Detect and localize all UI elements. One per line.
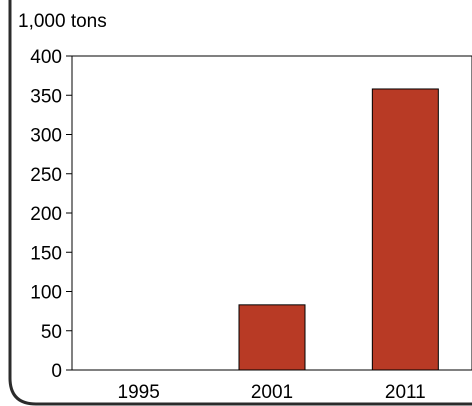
y-tick-label: 300 — [30, 126, 62, 147]
y-tick-label: 150 — [30, 243, 62, 264]
y-unit-label: 1,000 tons — [18, 11, 107, 32]
y-axis: 0 50 100 150 200 250 300 350 400 — [30, 47, 72, 382]
x-tick-label: 2011 — [385, 382, 426, 403]
chart-frame — [8, 0, 472, 406]
y-tick-label: 200 — [30, 204, 62, 225]
bar-2011 — [371, 88, 439, 371]
y-tick-label: 100 — [30, 283, 62, 304]
y-tick-label: 400 — [30, 47, 62, 68]
x-tick-label: 1995 — [118, 382, 160, 403]
bars — [238, 88, 439, 371]
x-axis: 1995 2001 2011 — [118, 382, 426, 403]
y-tick-label: 250 — [30, 165, 62, 186]
y-tick-label: 0 — [51, 361, 62, 382]
y-tick-label: 50 — [41, 322, 62, 343]
y-tick-label: 350 — [30, 86, 62, 107]
bar-2001 — [238, 304, 306, 371]
x-tick-label: 2001 — [251, 382, 293, 403]
